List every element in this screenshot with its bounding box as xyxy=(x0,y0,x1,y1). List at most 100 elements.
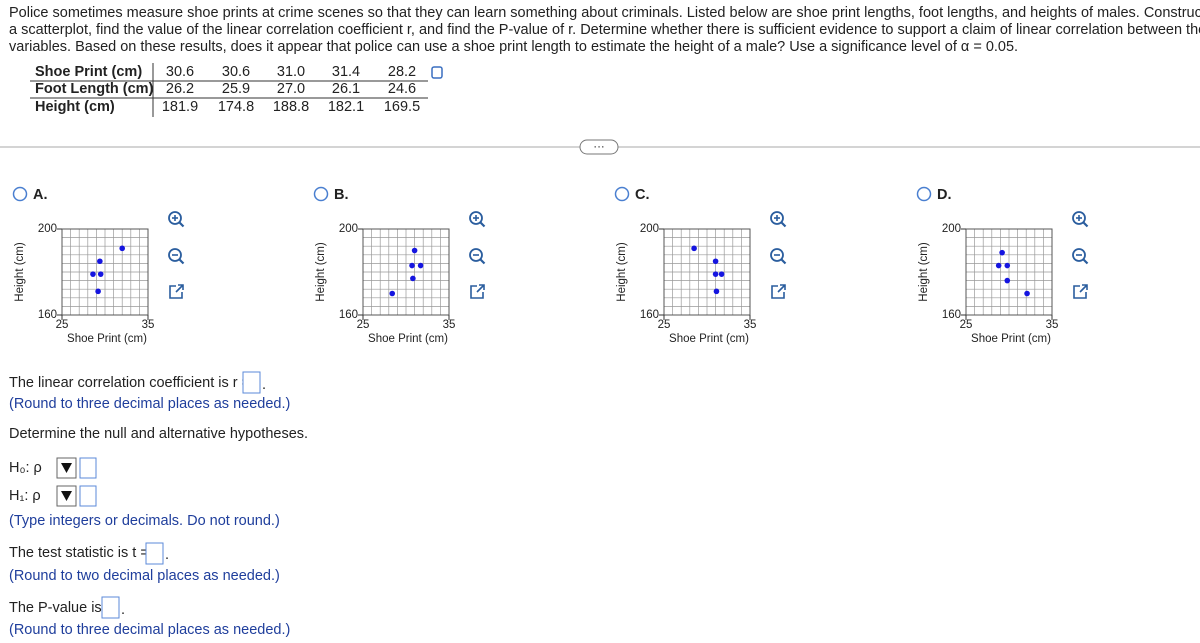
data-point xyxy=(1024,290,1030,297)
radio[interactable] xyxy=(313,186,329,202)
y-tick-label: 160 xyxy=(339,309,358,321)
popout-icon[interactable] xyxy=(771,284,786,299)
table-cell: 24.6 xyxy=(388,81,416,97)
popout-icon[interactable] xyxy=(470,284,485,299)
punct: . xyxy=(262,377,266,393)
p-note: (Round to three decimal places as needed… xyxy=(9,622,290,638)
table-cell: 174.8 xyxy=(218,99,254,115)
data-point xyxy=(389,290,396,297)
table-cell: 30.6 xyxy=(222,64,250,80)
data-point xyxy=(1004,277,1011,284)
t-input[interactable] xyxy=(145,542,164,565)
plot-frame xyxy=(362,228,450,316)
radio[interactable] xyxy=(916,186,932,202)
table-cell: 169.5 xyxy=(384,99,420,115)
icon-handle xyxy=(1082,258,1089,265)
data-point xyxy=(712,258,719,265)
hyp-note: (Type integers or decimals. Do not round… xyxy=(9,513,280,529)
table-cell: 181.9 xyxy=(162,99,198,115)
table-cell: 27.0 xyxy=(277,81,305,97)
icon-handle xyxy=(780,221,787,228)
dropdown-arrow xyxy=(61,463,72,473)
h1-input[interactable] xyxy=(79,485,97,507)
data-point xyxy=(411,247,418,254)
icon-handle xyxy=(178,221,185,228)
x-tick-label: 35 xyxy=(142,319,155,331)
radio[interactable] xyxy=(12,186,28,202)
x-tick-label: 25 xyxy=(960,319,973,331)
data-point xyxy=(417,262,424,269)
data-point xyxy=(691,245,697,252)
icon-handle xyxy=(479,221,486,228)
plot-frame xyxy=(663,228,751,316)
data-point xyxy=(712,271,719,277)
option-letter: C. xyxy=(635,187,650,203)
icon-handle xyxy=(479,258,486,265)
table-cell: 28.2 xyxy=(388,64,416,80)
data-point xyxy=(713,288,720,295)
table-cell: 26.1 xyxy=(332,81,360,97)
punct: . xyxy=(121,602,125,618)
x-axis-label: Shoe Print (cm) xyxy=(368,333,448,345)
option-letter: B. xyxy=(334,187,349,203)
y-axis-label: Height (cm) xyxy=(918,242,930,302)
data-point xyxy=(1004,262,1011,269)
y-tick-label: 160 xyxy=(640,309,659,321)
data-point xyxy=(409,262,415,269)
copy-icon[interactable] xyxy=(431,66,443,79)
x-axis-label: Shoe Print (cm) xyxy=(971,333,1051,345)
data-point xyxy=(119,245,125,252)
data-point xyxy=(95,288,101,295)
expand-button[interactable] xyxy=(579,139,619,155)
popout-icon[interactable] xyxy=(1073,284,1088,299)
punct: . xyxy=(165,547,169,563)
table-cell: 30.6 xyxy=(166,64,194,80)
hyp-prompt: Determine the null and alternative hypot… xyxy=(9,426,308,442)
h0-input[interactable] xyxy=(79,457,97,479)
r-note: (Round to three decimal places as needed… xyxy=(9,396,290,412)
table-header: Foot Length (cm) xyxy=(35,81,154,97)
table-cell: 25.9 xyxy=(222,81,250,97)
r-prompt: The linear correlation coefficient is r … xyxy=(9,375,250,391)
y-tick-label: 160 xyxy=(942,309,961,321)
table-cell: 182.1 xyxy=(328,99,364,115)
icon-handle xyxy=(780,258,787,265)
y-axis-label: Height (cm) xyxy=(616,242,628,302)
data-point xyxy=(999,249,1005,256)
icon-handle xyxy=(178,258,185,265)
radio[interactable] xyxy=(614,186,630,202)
popout-icon[interactable] xyxy=(169,284,184,299)
data-point xyxy=(410,275,416,282)
table-header: Shoe Print (cm) xyxy=(35,64,142,80)
data-point xyxy=(90,271,96,277)
y-tick-label: 160 xyxy=(38,309,57,321)
x-tick-label: 25 xyxy=(56,319,69,331)
problem-line: Police sometimes measure shoe prints at … xyxy=(9,5,1200,21)
p-prompt: The P-value is xyxy=(9,600,102,616)
icon-handle xyxy=(1082,221,1089,228)
x-axis-label: Shoe Print (cm) xyxy=(669,333,749,345)
plot-frame xyxy=(965,228,1053,316)
plot-frame xyxy=(61,228,149,316)
y-tick-label: 200 xyxy=(38,223,57,235)
p-input[interactable] xyxy=(101,596,120,619)
x-tick-label: 35 xyxy=(1046,319,1059,331)
y-axis-label: Height (cm) xyxy=(14,242,26,302)
y-axis-label: Height (cm) xyxy=(315,242,327,302)
h1-label: H₁: ρ xyxy=(9,488,41,504)
data-point xyxy=(97,258,103,265)
r-input[interactable] xyxy=(242,371,261,394)
data-point xyxy=(718,271,725,277)
x-axis-label: Shoe Print (cm) xyxy=(67,333,147,345)
y-tick-label: 200 xyxy=(942,223,961,235)
y-tick-label: 200 xyxy=(640,223,659,235)
expand-dots[interactable]: ··· xyxy=(593,141,605,153)
table-cell: 26.2 xyxy=(166,81,194,97)
x-tick-label: 35 xyxy=(443,319,456,331)
option-letter: D. xyxy=(937,187,952,203)
table-cell: 31.4 xyxy=(332,64,360,80)
x-tick-label: 25 xyxy=(357,319,370,331)
problem-line: a scatterplot, find the value of the lin… xyxy=(9,22,1200,38)
y-tick-label: 200 xyxy=(339,223,358,235)
table-cell: 188.8 xyxy=(273,99,309,115)
